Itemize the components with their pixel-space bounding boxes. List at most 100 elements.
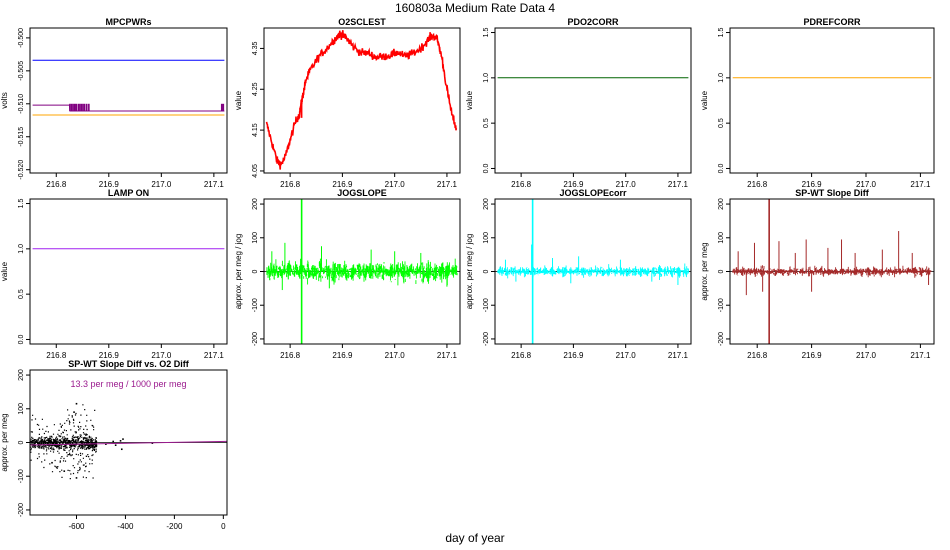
plot-frame xyxy=(494,27,692,174)
x-tick-label: 217.0 xyxy=(151,180,172,189)
x-tick-label: 217.1 xyxy=(204,180,225,189)
y-axis-label: approx. per meg / jog xyxy=(465,234,474,310)
chart-title: O2SCLEST xyxy=(338,17,386,27)
x-tick-label: 217.1 xyxy=(204,351,225,360)
y-tick-label: 1.5 xyxy=(718,28,725,38)
x-tick-label: 216.8 xyxy=(747,180,768,189)
y-axis-label: value xyxy=(0,261,9,281)
x-tick-label: 217.1 xyxy=(668,180,689,189)
y-tick-label: 200 xyxy=(18,369,25,381)
fit-line xyxy=(30,440,227,446)
chart-title: PDREFCORR xyxy=(803,17,861,27)
panel-lampon: LAMP ON value 216.8 216.9 217.0 217.1 0.0 0.5 1.… xyxy=(0,188,228,360)
x-tick-label: 217.0 xyxy=(385,180,406,189)
plot-frame xyxy=(263,27,461,174)
y-tick-label: 200 xyxy=(483,198,490,210)
y-tick-label: 200 xyxy=(718,198,725,210)
series-noise xyxy=(497,263,689,280)
y-tick-label: 4.35 xyxy=(252,42,259,56)
scatter-point xyxy=(75,477,78,479)
plot-area xyxy=(32,59,225,116)
x-tick-label: 217.1 xyxy=(910,351,931,360)
y-tick-label: -100 xyxy=(18,469,25,483)
y-axis-label: value xyxy=(234,90,243,110)
x-tick-label: 217.0 xyxy=(856,180,877,189)
x-tick-label: 217.1 xyxy=(668,351,689,360)
y-tick-label: -200 xyxy=(483,332,490,346)
x-tick-label: -200 xyxy=(166,522,183,531)
x-tick-label: 216.8 xyxy=(511,180,532,189)
y-tick-label: 1.0 xyxy=(718,73,725,83)
x-tick-label: 216.8 xyxy=(747,351,768,360)
x-tick-label: 217.0 xyxy=(616,180,637,189)
y-tick-label: -200 xyxy=(18,503,25,517)
x-tick-label: 216.8 xyxy=(280,180,301,189)
chart-title: SP-WT Slope Diff vs. O2 Diff xyxy=(68,359,190,369)
panel-pdo2corr: PDO2CORR value 216.8 216.9 217.0 217.1 0.0 0.5 1… xyxy=(465,17,692,189)
series-line xyxy=(265,30,458,170)
x-tick-label: 216.8 xyxy=(280,351,301,360)
x-tick-label: 216.9 xyxy=(802,180,823,189)
y-tick-label: 100 xyxy=(483,232,490,244)
y-tick-label: 0.5 xyxy=(18,289,25,299)
plot-area xyxy=(495,199,691,344)
scatter-point xyxy=(63,470,66,472)
x-tick-label: 217.0 xyxy=(616,351,637,360)
x-tick-label: 217.1 xyxy=(437,351,458,360)
scatter-point xyxy=(119,440,122,442)
y-tick-label: -0.515 xyxy=(18,127,25,147)
scatter-point xyxy=(51,461,53,464)
y-tick-label: 1.5 xyxy=(18,199,25,209)
series-noise xyxy=(266,258,458,286)
x-tick-label: 217.1 xyxy=(910,180,931,189)
x-tick-label: 217.1 xyxy=(437,180,458,189)
y-tick-label: 4.05 xyxy=(252,164,259,178)
plot-area xyxy=(265,30,458,170)
y-tick-label: 0.0 xyxy=(483,163,490,173)
x-tick-label: -400 xyxy=(117,522,134,531)
x-tick-label: 216.8 xyxy=(46,351,67,360)
plot-frame xyxy=(729,27,935,174)
scatter-point xyxy=(112,440,115,443)
panel-jogslopecorr: JOGSLOPEcorr approx. per meg / jog 216.8 21… xyxy=(465,188,692,360)
y-tick-label: 0.5 xyxy=(483,118,490,128)
scatter-point xyxy=(122,438,124,440)
x-tick-label: 217.0 xyxy=(385,351,406,360)
x-tick-label: 216.9 xyxy=(563,351,584,360)
scatter-point xyxy=(75,402,78,405)
y-tick-label: 0 xyxy=(18,440,25,444)
scatter-point xyxy=(114,444,117,446)
x-tick-label: 216.9 xyxy=(99,351,120,360)
y-axis-label: value xyxy=(700,90,709,110)
y-tick-label: -200 xyxy=(252,332,259,346)
y-tick-label: 0 xyxy=(718,269,725,273)
chart-title: SP-WT Slope Diff xyxy=(795,188,869,198)
y-tick-label: -100 xyxy=(252,298,259,312)
chart-title: MPCPWRs xyxy=(105,17,151,27)
y-axis-label: approx. per meg xyxy=(700,242,709,300)
y-tick-label: 200 xyxy=(252,198,259,210)
scatter-point xyxy=(73,411,75,413)
y-tick-label: 0.5 xyxy=(718,118,725,128)
scatter-points xyxy=(30,404,98,480)
y-axis-label: approx. per meg xyxy=(0,413,9,471)
chart-title: JOGSLOPEcorr xyxy=(559,188,627,198)
series-noise xyxy=(732,265,932,278)
plot-area xyxy=(264,199,460,344)
plot-frame xyxy=(29,198,228,345)
x-tick-label: 216.9 xyxy=(332,180,353,189)
x-tick-label: 216.9 xyxy=(563,180,584,189)
x-tick-label: 0 xyxy=(221,522,226,531)
y-tick-label: 0.0 xyxy=(718,163,725,173)
y-tick-label: 0 xyxy=(252,269,259,273)
chart-title: JOGSLOPE xyxy=(337,188,387,198)
x-tick-label: 216.9 xyxy=(99,180,120,189)
x-tick-label: 216.8 xyxy=(511,351,532,360)
y-tick-label: 1.5 xyxy=(483,28,490,38)
x-tick-label: 216.9 xyxy=(332,351,353,360)
y-tick-label: -100 xyxy=(483,298,490,312)
panel-pdrefcorr: PDREFCORR value 216.8 216.9 217.0 217.1 0.0 0.5… xyxy=(700,17,935,189)
panel-mpcpwrs: MPCPWRs volts 216.8 216.9 217.0 217.1 -0.520 -0… xyxy=(0,17,228,189)
scatter-point xyxy=(120,448,123,451)
